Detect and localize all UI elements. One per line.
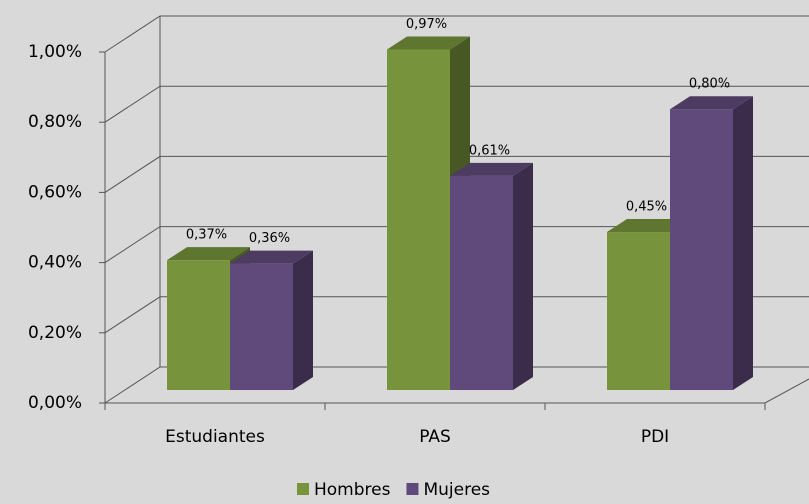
bar-top xyxy=(607,219,690,233)
legend-swatch xyxy=(297,483,309,495)
value-label: 0,61% xyxy=(469,143,510,158)
bar-side xyxy=(293,250,313,390)
y-tick-label: 0,20% xyxy=(28,323,82,343)
grid-line xyxy=(104,226,809,264)
bar xyxy=(607,232,670,390)
y-tick-label: 0,60% xyxy=(28,182,82,202)
bar xyxy=(450,175,513,390)
grid-line xyxy=(104,296,809,334)
x-tick-label: PAS xyxy=(419,427,451,447)
y-tick-label: 0,00% xyxy=(28,393,82,413)
legend-swatch xyxy=(406,483,419,495)
value-label: 0,80% xyxy=(689,77,730,92)
bar xyxy=(230,263,293,390)
value-label: 0,37% xyxy=(186,228,227,243)
bar-side xyxy=(513,162,533,390)
legend-label: Mujeres xyxy=(423,480,490,500)
grid-line xyxy=(104,85,809,123)
bar xyxy=(167,260,230,390)
bar-top xyxy=(450,162,533,176)
bar-top xyxy=(387,36,470,50)
bar-top xyxy=(670,96,753,110)
bar xyxy=(670,109,733,390)
bar-side xyxy=(733,96,753,390)
grid-line xyxy=(104,366,809,404)
x-tick-label: PDI xyxy=(641,427,669,447)
grid-line xyxy=(104,15,809,53)
grid-line xyxy=(104,155,809,193)
value-label: 0,45% xyxy=(626,200,667,215)
bar-top xyxy=(167,247,250,261)
value-label: 0,97% xyxy=(406,17,447,32)
bar-top xyxy=(230,250,313,264)
value-label: 0,36% xyxy=(249,231,290,246)
y-tick-label: 1,00% xyxy=(28,42,82,62)
x-tick-label: Estudiantes xyxy=(165,427,265,447)
bar xyxy=(387,49,450,390)
y-tick-label: 0,80% xyxy=(28,112,82,132)
legend-label: Hombres xyxy=(314,480,391,500)
y-tick-label: 0,40% xyxy=(28,253,82,273)
